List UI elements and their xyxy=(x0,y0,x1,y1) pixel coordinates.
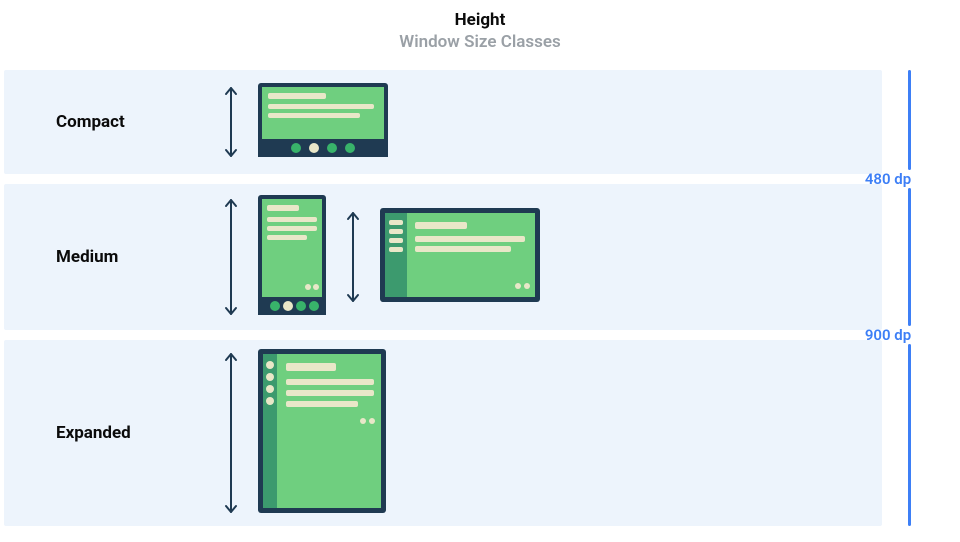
row-medium: Medium xyxy=(4,184,882,330)
row-content-medium xyxy=(224,184,882,330)
row-compact: Compact xyxy=(4,70,882,174)
height-arrow-icon xyxy=(224,85,238,159)
device-compact-phone-landscape xyxy=(258,83,388,161)
ruler-segment-compact xyxy=(908,70,911,170)
row-content-expanded xyxy=(224,340,882,526)
device-expanded-tablet-portrait xyxy=(258,349,386,517)
height-arrow-icon xyxy=(224,351,238,515)
header: Height Window Size Classes xyxy=(0,0,960,52)
diagram-root: Height Window Size Classes Compact xyxy=(0,0,960,542)
row-content-compact xyxy=(224,70,882,174)
height-arrow-icon xyxy=(346,210,360,304)
ruler-segment-medium xyxy=(908,188,911,326)
scale-ruler: 480 dp 900 dp xyxy=(888,70,938,526)
breakpoint-label-900: 900 dp xyxy=(858,326,918,344)
rows-container: Compact xyxy=(4,70,882,536)
row-expanded: Expanded xyxy=(4,340,882,526)
breakpoint-label-480: 480 dp xyxy=(858,170,918,188)
row-label-expanded: Expanded xyxy=(4,423,224,443)
subtitle: Window Size Classes xyxy=(0,32,960,52)
row-label-medium: Medium xyxy=(4,247,224,267)
height-arrow-icon xyxy=(224,197,238,317)
row-label-compact: Compact xyxy=(4,112,224,132)
title: Height xyxy=(0,10,960,30)
ruler-segment-expanded xyxy=(908,344,911,526)
device-medium-phone-portrait xyxy=(258,195,326,319)
device-medium-tablet-landscape xyxy=(380,208,540,306)
